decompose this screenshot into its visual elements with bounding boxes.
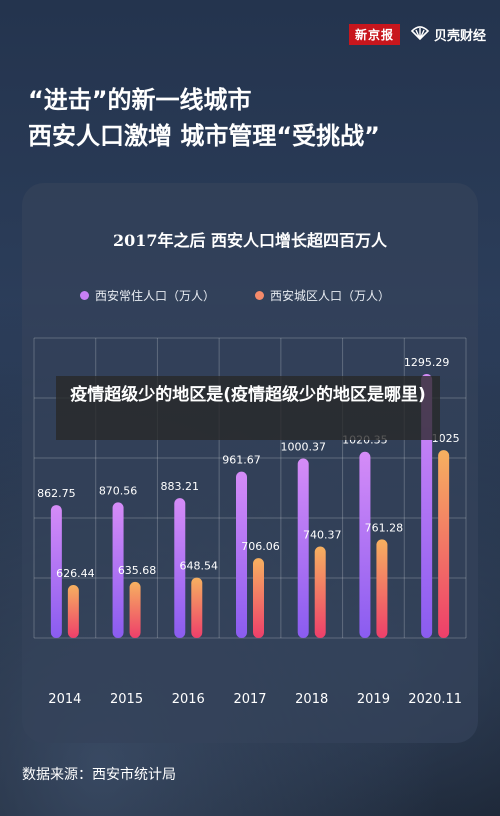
data-label-urban-2015: 635.68 xyxy=(118,564,157,577)
legend-label-urban: 西安城区人口（万人） xyxy=(270,289,391,303)
bar-urban-2014 xyxy=(67,585,79,638)
bar-resident-2014 xyxy=(50,505,62,638)
bar-resident-2017 xyxy=(236,471,247,638)
headline-line2: 西安人口激增 城市管理“受挑战” xyxy=(28,122,380,150)
bar-resident-2018 xyxy=(297,458,309,638)
bar-urban-2019 xyxy=(376,539,388,638)
x-tick-label-2016: 2016 xyxy=(172,692,205,707)
chart-legend: 西安常住人口（万人） 西安城区人口（万人） xyxy=(80,287,390,304)
data-label-resident-2020.11: 1295.29 xyxy=(404,356,450,369)
data-label-urban-2019: 761.28 xyxy=(365,521,404,534)
chart-title: 2017年之后 西安人口增长超四百万人 xyxy=(112,231,388,250)
data-label-resident-2017: 961.67 xyxy=(222,454,261,467)
chart-card: 2017年之后 西安人口增长超四百万人 西安常住人口（万人） 西安城区人口（万人… xyxy=(22,183,478,743)
data-label-urban-2017: 706.06 xyxy=(241,540,280,553)
x-tick-label-2014: 2014 xyxy=(48,692,81,707)
finance-logo-text: 贝壳财经 xyxy=(433,29,486,44)
legend-dot-resident xyxy=(80,291,89,300)
x-tick-label-2015: 2015 xyxy=(110,692,143,707)
branding: 新京报 贝壳财经 xyxy=(348,24,486,45)
bar-urban-2016 xyxy=(191,577,203,638)
headline-line1: “进击”的新一线城市 xyxy=(28,86,252,114)
headline: “进击”的新一线城市 西安人口激增 城市管理“受挑战” xyxy=(28,82,380,154)
x-tick-label-2019: 2019 xyxy=(357,692,390,707)
bar-resident-2015 xyxy=(112,502,124,638)
shell-icon xyxy=(410,25,430,44)
legend-item-urban: 西安城区人口（万人） xyxy=(255,287,390,304)
legend-dot-urban xyxy=(255,291,265,300)
bar-resident-2020.11 xyxy=(421,374,433,638)
data-source: 数据来源：西安市统计局 xyxy=(22,767,176,783)
legend-label-resident: 西安常住人口（万人） xyxy=(95,289,216,303)
bar-urban-2015 xyxy=(129,581,141,638)
finance-logo: 贝壳财经 xyxy=(410,25,486,44)
x-tick-label-2018: 2018 xyxy=(295,692,328,707)
overlay-banner: 疫情超级少的地区是(疫情超级少的地区是哪里) xyxy=(56,376,440,440)
bar-resident-2016 xyxy=(174,498,186,638)
data-label-resident-2018: 1000.37 xyxy=(280,440,326,453)
bar-urban-2020.11 xyxy=(438,450,450,638)
data-label-resident-2015: 870.56 xyxy=(99,484,138,497)
bar-urban-2017 xyxy=(253,558,264,638)
data-label-urban-2018: 740.37 xyxy=(303,528,342,541)
bar-urban-2018 xyxy=(314,546,326,638)
newspaper-logo: 新京报 xyxy=(348,24,400,45)
data-label-resident-2014: 862.75 xyxy=(37,487,76,500)
data-label-urban-2014: 626.44 xyxy=(56,567,95,580)
data-label-urban-2016: 648.54 xyxy=(180,560,219,573)
x-tick-label-2017: 2017 xyxy=(233,692,266,707)
legend-item-resident: 西安常住人口（万人） xyxy=(80,287,215,304)
bar-chart-plot: 862.75 626.44 2014 870.56 635.68 2015 883.21 64… xyxy=(33,337,467,707)
x-tick-label-2020.11: 2020.11 xyxy=(408,692,462,707)
bar-resident-2019 xyxy=(359,451,371,638)
data-label-resident-2016: 883.21 xyxy=(161,480,200,493)
